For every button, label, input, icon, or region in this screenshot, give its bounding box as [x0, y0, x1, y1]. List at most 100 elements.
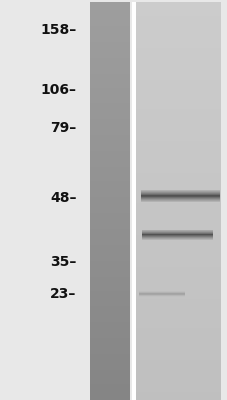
FancyBboxPatch shape: [90, 235, 129, 237]
FancyBboxPatch shape: [90, 203, 129, 205]
FancyBboxPatch shape: [90, 137, 129, 139]
FancyBboxPatch shape: [90, 342, 129, 344]
FancyBboxPatch shape: [90, 352, 129, 354]
FancyBboxPatch shape: [90, 98, 129, 100]
FancyBboxPatch shape: [90, 18, 129, 20]
FancyBboxPatch shape: [135, 153, 220, 155]
FancyBboxPatch shape: [135, 165, 220, 167]
FancyBboxPatch shape: [135, 326, 220, 328]
FancyBboxPatch shape: [90, 348, 129, 350]
FancyBboxPatch shape: [135, 298, 220, 300]
FancyBboxPatch shape: [90, 302, 129, 304]
FancyBboxPatch shape: [135, 243, 220, 245]
FancyBboxPatch shape: [135, 22, 220, 24]
FancyBboxPatch shape: [90, 12, 129, 14]
FancyBboxPatch shape: [90, 366, 129, 368]
FancyBboxPatch shape: [90, 108, 129, 110]
FancyBboxPatch shape: [135, 340, 220, 342]
FancyBboxPatch shape: [90, 82, 129, 84]
FancyBboxPatch shape: [135, 92, 220, 94]
FancyBboxPatch shape: [135, 129, 220, 131]
FancyBboxPatch shape: [90, 36, 129, 38]
FancyBboxPatch shape: [90, 30, 129, 32]
FancyBboxPatch shape: [90, 26, 129, 28]
FancyBboxPatch shape: [90, 90, 129, 92]
FancyBboxPatch shape: [90, 70, 129, 72]
FancyBboxPatch shape: [135, 121, 220, 123]
FancyBboxPatch shape: [135, 56, 220, 58]
FancyBboxPatch shape: [90, 394, 129, 396]
FancyBboxPatch shape: [90, 127, 129, 129]
FancyBboxPatch shape: [90, 153, 129, 155]
FancyBboxPatch shape: [90, 380, 129, 382]
FancyBboxPatch shape: [135, 211, 220, 213]
FancyBboxPatch shape: [135, 80, 220, 82]
FancyBboxPatch shape: [135, 259, 220, 261]
FancyBboxPatch shape: [135, 281, 220, 282]
FancyBboxPatch shape: [135, 370, 220, 372]
FancyBboxPatch shape: [90, 378, 129, 380]
FancyBboxPatch shape: [135, 255, 220, 257]
FancyBboxPatch shape: [90, 14, 129, 16]
FancyBboxPatch shape: [135, 139, 220, 141]
FancyBboxPatch shape: [135, 372, 220, 374]
FancyBboxPatch shape: [135, 64, 220, 66]
FancyBboxPatch shape: [90, 185, 129, 187]
FancyBboxPatch shape: [135, 310, 220, 312]
FancyBboxPatch shape: [135, 314, 220, 316]
FancyBboxPatch shape: [135, 304, 220, 306]
FancyBboxPatch shape: [135, 382, 220, 384]
FancyBboxPatch shape: [135, 40, 220, 42]
FancyBboxPatch shape: [90, 390, 129, 392]
FancyBboxPatch shape: [90, 22, 129, 24]
FancyBboxPatch shape: [135, 145, 220, 147]
FancyBboxPatch shape: [90, 334, 129, 336]
FancyBboxPatch shape: [90, 147, 129, 149]
FancyBboxPatch shape: [135, 161, 220, 163]
FancyBboxPatch shape: [90, 396, 129, 398]
FancyBboxPatch shape: [90, 316, 129, 318]
FancyBboxPatch shape: [90, 384, 129, 386]
FancyBboxPatch shape: [90, 110, 129, 112]
FancyBboxPatch shape: [90, 157, 129, 159]
FancyBboxPatch shape: [135, 398, 220, 400]
FancyBboxPatch shape: [90, 223, 129, 225]
FancyBboxPatch shape: [90, 195, 129, 197]
FancyBboxPatch shape: [90, 233, 129, 235]
FancyBboxPatch shape: [90, 340, 129, 342]
FancyBboxPatch shape: [90, 265, 129, 267]
FancyBboxPatch shape: [90, 16, 129, 18]
FancyBboxPatch shape: [90, 118, 129, 120]
FancyBboxPatch shape: [135, 316, 220, 318]
FancyBboxPatch shape: [90, 328, 129, 330]
FancyBboxPatch shape: [90, 231, 129, 233]
FancyBboxPatch shape: [90, 165, 129, 167]
FancyBboxPatch shape: [135, 110, 220, 112]
FancyBboxPatch shape: [90, 251, 129, 253]
FancyBboxPatch shape: [90, 42, 129, 44]
FancyBboxPatch shape: [135, 318, 220, 320]
FancyBboxPatch shape: [135, 253, 220, 255]
FancyBboxPatch shape: [135, 221, 220, 223]
FancyBboxPatch shape: [135, 131, 220, 133]
FancyBboxPatch shape: [135, 187, 220, 189]
FancyBboxPatch shape: [90, 102, 129, 104]
FancyBboxPatch shape: [90, 171, 129, 173]
FancyBboxPatch shape: [135, 284, 220, 286]
FancyBboxPatch shape: [135, 82, 220, 84]
FancyBboxPatch shape: [135, 288, 220, 290]
FancyBboxPatch shape: [90, 50, 129, 52]
FancyBboxPatch shape: [90, 96, 129, 98]
FancyBboxPatch shape: [135, 30, 220, 32]
FancyBboxPatch shape: [135, 175, 220, 177]
FancyBboxPatch shape: [90, 318, 129, 320]
FancyBboxPatch shape: [90, 121, 129, 123]
FancyBboxPatch shape: [135, 346, 220, 348]
FancyBboxPatch shape: [135, 68, 220, 70]
FancyBboxPatch shape: [135, 58, 220, 60]
FancyBboxPatch shape: [90, 279, 129, 281]
FancyBboxPatch shape: [135, 332, 220, 334]
FancyBboxPatch shape: [90, 290, 129, 292]
FancyBboxPatch shape: [90, 4, 129, 6]
FancyBboxPatch shape: [90, 173, 129, 175]
